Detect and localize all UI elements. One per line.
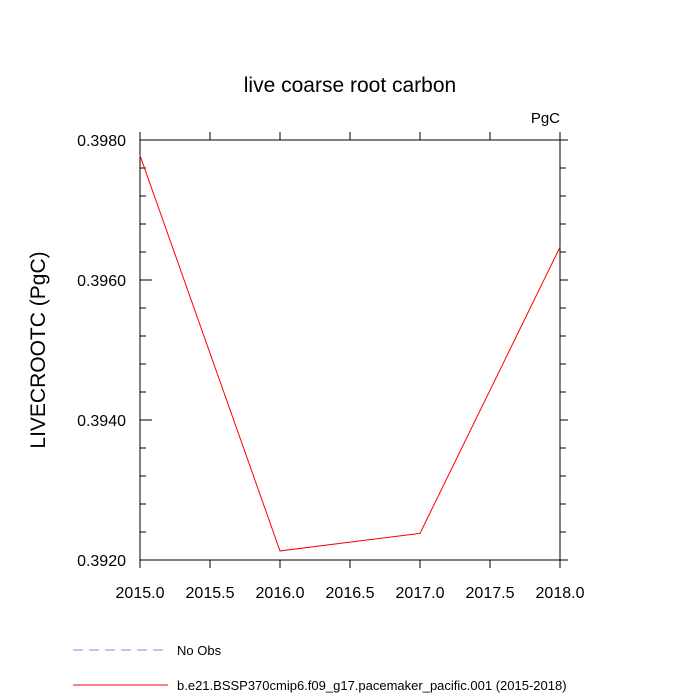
y-axis-label: LIVECROOTC (PgC) — [27, 251, 50, 448]
tick-labels: 2015.0 2015.5 2016.0 2016.5 2017.0 2017.5 2018… — [77, 133, 585, 602]
x-tick-label: 2016.0 — [256, 585, 305, 602]
plot-frame — [139, 139, 561, 561]
legend: No Obs b.e21.BSSP370cmip6.f09_g17.pacemak… — [73, 643, 567, 693]
x-tick-label: 2017.0 — [396, 585, 445, 602]
chart-title: live coarse root carbon — [244, 74, 456, 97]
series-line — [139, 155, 561, 552]
x-tick-label: 2016.5 — [326, 585, 375, 602]
y-tick-label: 0.3960 — [77, 273, 126, 290]
x-tick-label: 2018.0 — [536, 585, 585, 602]
legend-label: b.e21.BSSP370cmip6.f09_g17.pacemaker_pac… — [177, 678, 567, 693]
x-tick-label: 2015.5 — [186, 585, 235, 602]
y-tick-label: 0.3920 — [77, 553, 126, 570]
data-point — [419, 532, 421, 535]
axis-ticks — [139, 132, 568, 568]
y-tick-label: 0.3940 — [77, 413, 126, 430]
data-point — [279, 550, 281, 552]
data-point — [559, 246, 561, 248]
series-group — [139, 154, 561, 552]
x-tick-label: 2015.0 — [116, 585, 165, 602]
data-point — [139, 154, 141, 156]
legend-label: No Obs — [177, 643, 222, 658]
units-label: PgC — [531, 110, 560, 127]
y-tick-label: 0.3980 — [77, 133, 126, 150]
x-tick-label: 2017.5 — [466, 585, 515, 602]
